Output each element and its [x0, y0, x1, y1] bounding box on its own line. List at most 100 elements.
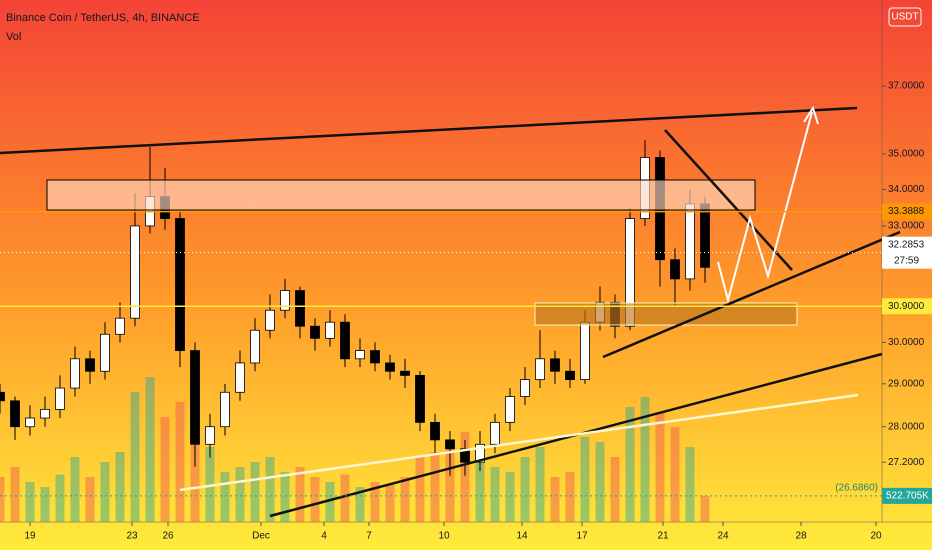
candle-body [295, 290, 305, 327]
trend-line [0, 106, 858, 155]
volume-bar [145, 377, 155, 522]
volume-bar [55, 474, 65, 522]
candle-body [685, 203, 695, 280]
volume-bar [370, 482, 380, 522]
y-tick-label: 28.0000 [888, 421, 925, 432]
volume-bar [490, 467, 500, 522]
volume-bar [505, 472, 515, 522]
x-tick-label: 4 [321, 531, 327, 542]
price-label-box [882, 203, 932, 220]
volume-bar [670, 427, 680, 522]
candle-body [445, 439, 455, 450]
y-tick-label: 29.0000 [888, 378, 925, 389]
volume-bar [115, 452, 125, 522]
volume-bar [220, 472, 230, 522]
candle-body [400, 370, 410, 376]
volume-bar [430, 452, 440, 522]
volume-bar [280, 472, 290, 522]
volume-bar [160, 417, 170, 522]
x-tick-label: 23 [126, 531, 138, 542]
volume-bar [295, 467, 305, 522]
x-tick-label: 21 [657, 531, 669, 542]
projection-arrow [717, 111, 813, 304]
price-label-box [882, 298, 932, 315]
volume-bar [355, 487, 365, 522]
countdown: 27:59 [894, 255, 919, 266]
price-label: 30.9000 [888, 301, 925, 312]
x-tick-label: 10 [438, 531, 450, 542]
y-tick-label: 34.0000 [888, 184, 925, 195]
volume-label-box [882, 487, 932, 504]
currency[interactable]: USDT [891, 12, 918, 23]
candle-body [340, 321, 350, 360]
candle-body [100, 333, 110, 372]
y-tick-label: 37.0000 [888, 81, 925, 92]
candle-body [325, 321, 335, 339]
candle-body [430, 421, 440, 441]
volume-bar [175, 402, 185, 522]
last-price-label: 32.2853 [888, 239, 925, 250]
candle-body [490, 421, 500, 445]
volume-bar [265, 457, 275, 522]
volume-bar [700, 495, 710, 522]
volume-bar [460, 432, 470, 522]
volume-bar [385, 484, 395, 522]
candle-body [175, 218, 185, 351]
candle-body [55, 387, 65, 410]
candle-body [625, 218, 635, 327]
volume-bar [565, 472, 575, 522]
candle-body [475, 443, 485, 463]
volume-bar [655, 412, 665, 522]
candle-body [40, 408, 50, 419]
candle-body [280, 290, 290, 311]
candle-body [130, 225, 140, 319]
candle-body [700, 203, 710, 268]
volume-bar [70, 457, 80, 522]
x-tick-label: 28 [795, 531, 807, 542]
price-label: 33.3888 [888, 206, 925, 217]
candle-body [190, 350, 200, 445]
y-tick-label: 27.2000 [888, 457, 925, 468]
volume-bar [205, 447, 215, 522]
volume-bar [25, 482, 35, 522]
candle-body [535, 358, 545, 381]
x-tick-label: 17 [576, 531, 588, 542]
volume-bar [445, 442, 455, 522]
arrow-head [803, 105, 819, 125]
x-tick-label: 7 [366, 531, 372, 542]
volume-ma-label: (26.6860) [835, 483, 878, 494]
candle-body [205, 426, 215, 445]
volume-bar [85, 477, 95, 522]
drawings [0, 105, 901, 518]
last-price-box [882, 236, 932, 269]
volume-bar [625, 407, 635, 522]
candle-body [115, 317, 125, 335]
volume-label: 522.705K [886, 491, 929, 502]
volume-bar [340, 474, 350, 522]
volume-bar [580, 437, 590, 522]
candle-body [370, 350, 380, 364]
volume-bar [685, 447, 695, 522]
trend-line [602, 230, 901, 359]
volume-bar [595, 442, 605, 522]
candle-body [415, 375, 425, 423]
volume-bar [415, 457, 425, 522]
volume-bar [130, 392, 140, 522]
candle-body [505, 396, 515, 423]
y-tick-label: 30.0000 [888, 337, 925, 348]
currency-box[interactable] [888, 7, 922, 27]
x-tick-label: 24 [717, 531, 729, 542]
candle-body [565, 370, 575, 381]
trend-line [664, 129, 793, 271]
volume-bar [640, 397, 650, 522]
candle-body [310, 325, 320, 339]
candle-body [85, 358, 95, 372]
candle-body [385, 362, 395, 372]
candle-body [10, 400, 20, 428]
candle-body [550, 358, 560, 372]
candle-body [220, 391, 230, 428]
y-tick-label: 33.0000 [888, 221, 925, 232]
x-tick-label: 26 [162, 531, 174, 542]
x-tick-label: 14 [516, 531, 528, 542]
